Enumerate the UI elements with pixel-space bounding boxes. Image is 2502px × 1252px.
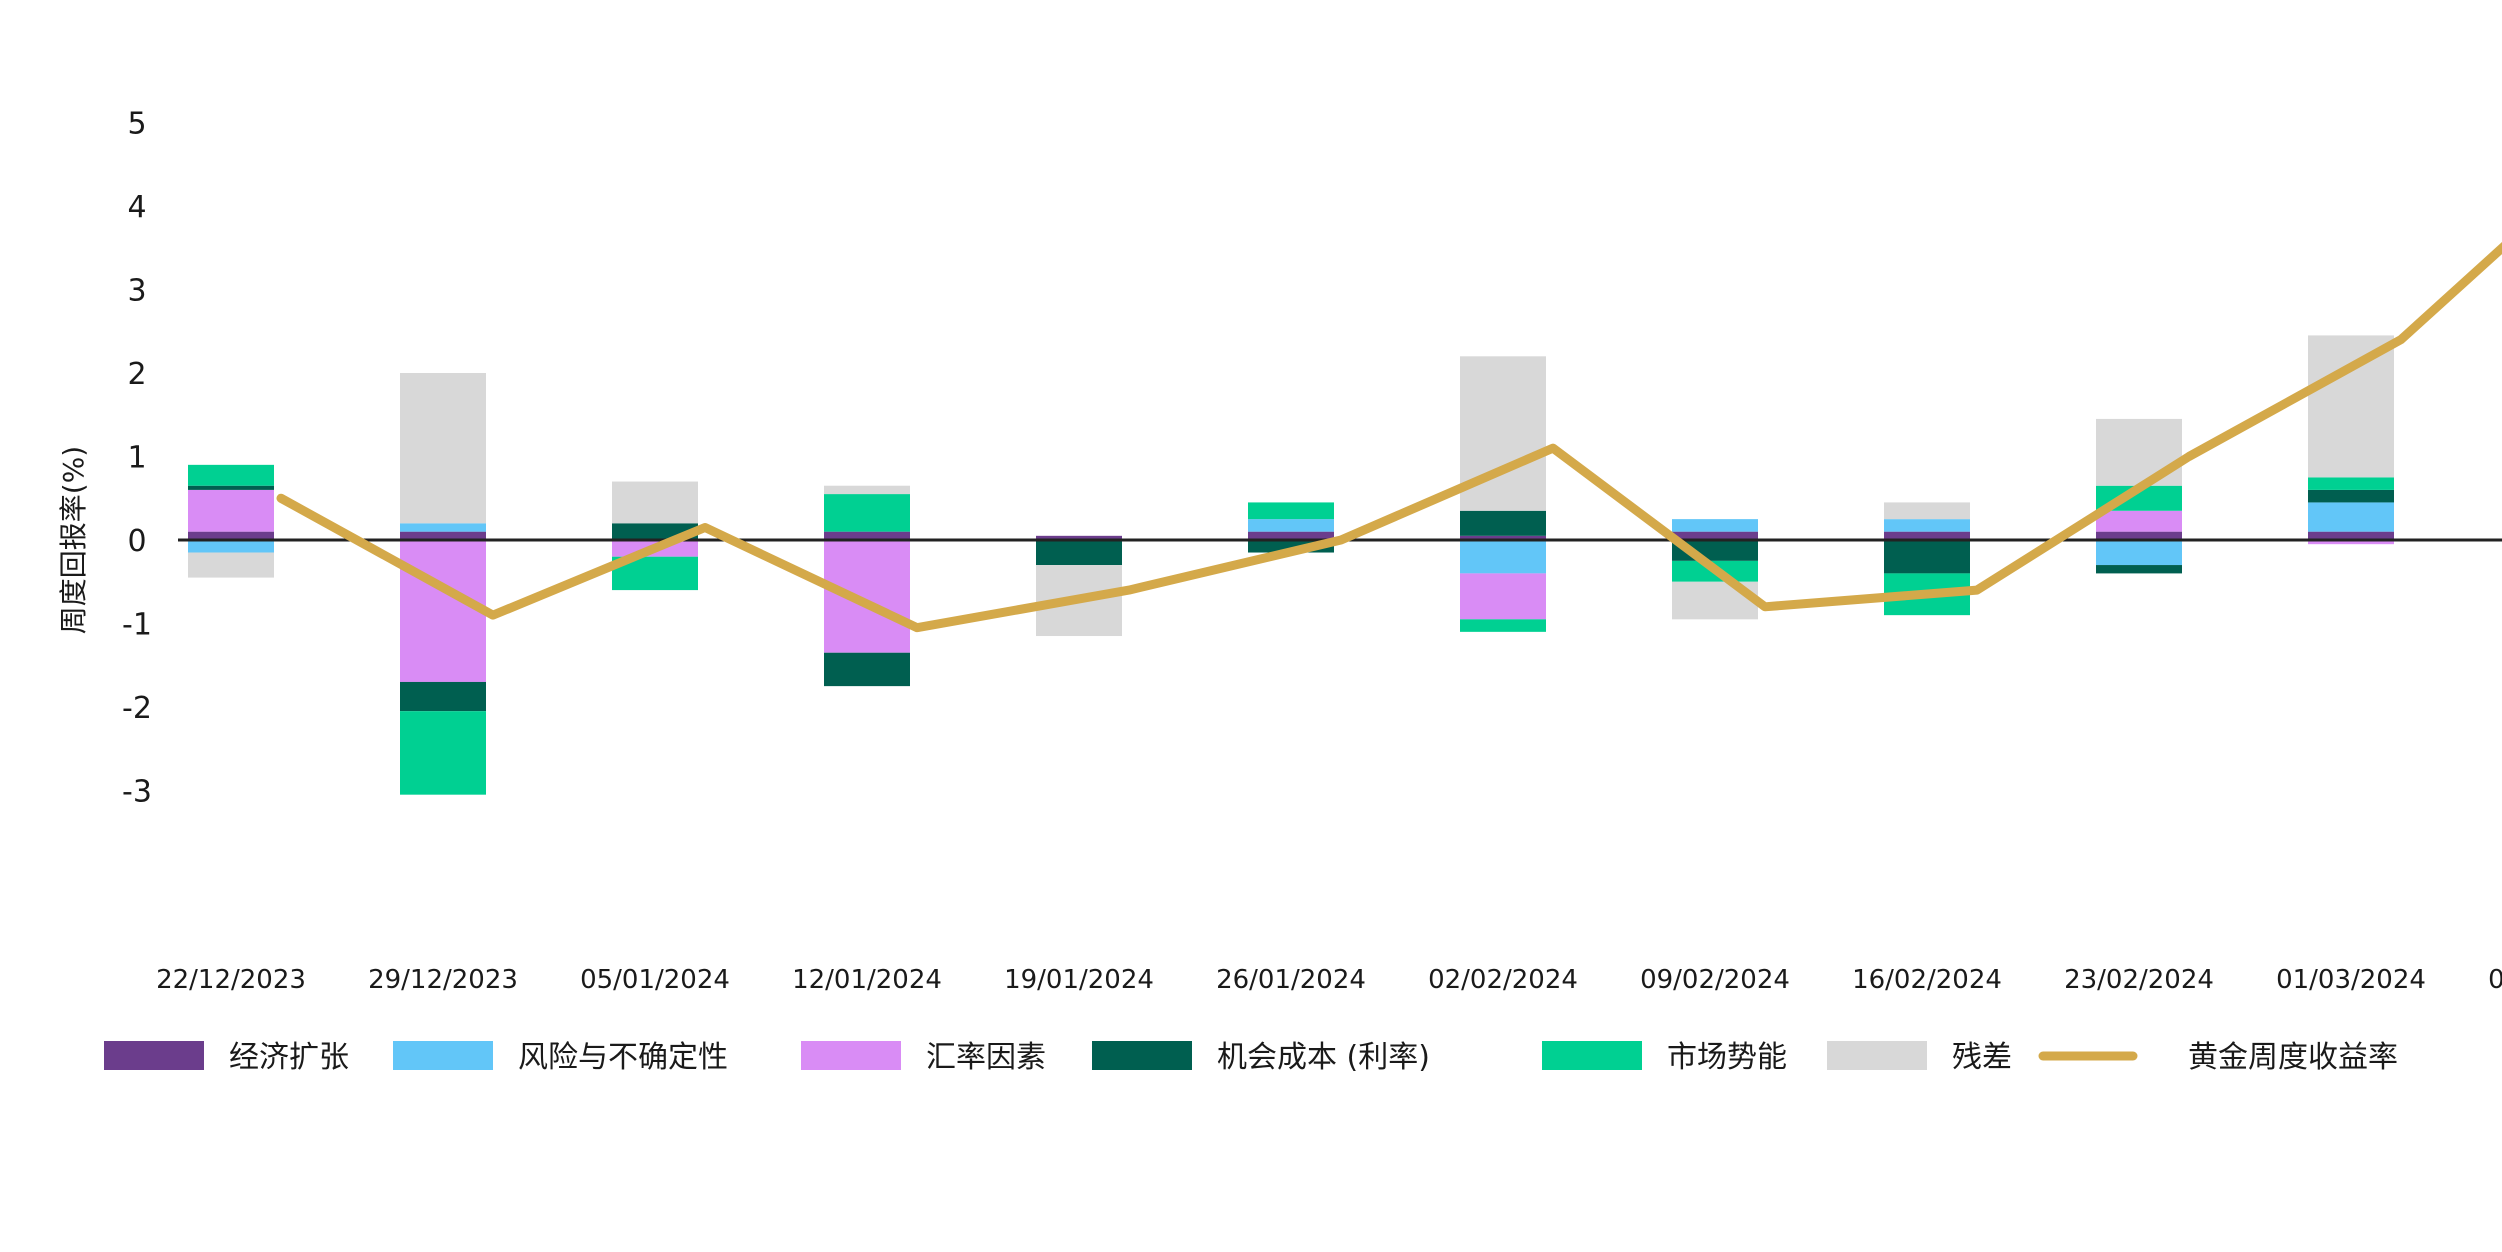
legend-swatch [1092, 1041, 1192, 1070]
bar-segment [824, 540, 910, 653]
bar-segment [1248, 519, 1334, 532]
stacked-bars [188, 335, 2394, 795]
x-tick-label: 22/12/2023 [156, 965, 306, 995]
legend-label: 汇率因素 [926, 1040, 1046, 1075]
legend-swatch [1542, 1041, 1642, 1070]
bar-segment [188, 485, 274, 490]
bar-segment [2096, 510, 2182, 532]
bar-segment [1672, 531, 1758, 540]
bar-stack [1460, 356, 1546, 632]
bar-segment [824, 652, 910, 687]
y-tick-label: 1 [127, 441, 146, 476]
y-tick-label: -3 [122, 775, 152, 810]
bar-segment [400, 531, 486, 540]
bar-segment [2096, 540, 2182, 566]
bar-segment [400, 540, 486, 682]
bar-segment [1460, 573, 1546, 620]
bar-segment [1460, 535, 1546, 540]
bar-stack [188, 464, 274, 578]
bar-segment [612, 481, 698, 524]
legend-label: 黄金周度收益率 [2188, 1040, 2398, 1075]
bar-segment [400, 711, 486, 795]
gold-weekly-return-line [276, 242, 2502, 633]
bar-segment [1036, 540, 1122, 566]
legend-swatch [104, 1041, 204, 1070]
bar-segment [1248, 502, 1334, 520]
bar-segment [2308, 540, 2394, 545]
bar-segment [1884, 531, 1970, 540]
bar-segment [2308, 477, 2394, 490]
bar-segment [824, 494, 910, 532]
line-series-path [276, 242, 2502, 633]
x-tick-label: 02/02/2024 [1428, 965, 1578, 995]
x-tick-label: 23/02/2024 [2064, 965, 2214, 995]
x-tick-label: 09/02/2024 [1640, 965, 1790, 995]
y-tick-label: 4 [127, 190, 146, 225]
bar-segment [824, 531, 910, 540]
legend-label: 机会成本 (利率) [1217, 1040, 1430, 1075]
legend-label: 市场势能 [1667, 1040, 1787, 1075]
bar-stack [2308, 335, 2394, 545]
bar-segment [1884, 502, 1970, 520]
bar-segment [188, 552, 274, 578]
bar-segment [400, 523, 486, 532]
y-tick-label: 3 [127, 274, 146, 309]
x-tick-label: 26/01/2024 [1216, 965, 1366, 995]
legend: 经济扩张 风险与不确定性 汇率因素 机会成本 (利率) 市场势能 残差 黄金周度收益率 [104, 1040, 2398, 1075]
bar-segment [400, 373, 486, 524]
bar-segment [1460, 619, 1546, 632]
legend-label: 残差 [1952, 1040, 2012, 1075]
x-tick-label: 19/01/2024 [1004, 965, 1154, 995]
y-tick-label: 5 [127, 107, 146, 142]
bar-segment [1672, 519, 1758, 532]
legend-swatch [801, 1041, 901, 1070]
bar-segment [2308, 531, 2394, 540]
bar-segment [1884, 519, 1970, 532]
x-tick-label: 16/02/2024 [1852, 965, 2002, 995]
legend-label: 经济扩张 [229, 1040, 349, 1075]
bar-segment [1460, 540, 1546, 574]
x-tick-label: 08/03/2024 [2488, 965, 2502, 995]
bar-stack [2096, 418, 2182, 574]
x-tick-label: 29/12/2023 [368, 965, 518, 995]
bar-segment [1036, 535, 1122, 540]
legend-label: 风险与不确定性 [518, 1040, 728, 1075]
bar-segment [2096, 531, 2182, 540]
bar-segment [400, 681, 486, 712]
y-tick-label: -1 [122, 608, 152, 643]
legend-swatch [1827, 1041, 1927, 1070]
bar-segment [188, 540, 274, 553]
x-tick-label: 12/01/2024 [792, 965, 942, 995]
x-axis-category-labels: 22/12/2023 29/12/2023 05/01/2024 12/01/2024… [156, 965, 2502, 995]
y-axis-title: 周度回报率(%) [57, 446, 90, 634]
bar-stack [824, 485, 910, 687]
bar-segment [2308, 335, 2394, 478]
bar-segment [1884, 540, 1970, 574]
bar-segment [1248, 531, 1334, 540]
x-tick-label: 05/01/2024 [580, 965, 730, 995]
bar-segment [2308, 489, 2394, 503]
bar-segment [2096, 565, 2182, 574]
y-tick-label: 0 [127, 524, 146, 559]
y-tick-label: 2 [127, 357, 146, 392]
bar-segment [188, 489, 274, 532]
bar-segment [1460, 510, 1546, 536]
bar-stack [400, 373, 486, 795]
y-tick-label: -2 [122, 691, 152, 726]
bar-segment [188, 531, 274, 540]
bar-stack [1036, 535, 1122, 637]
bar-segment [2096, 418, 2182, 486]
bar-segment [188, 464, 274, 486]
bar-segment [2308, 502, 2394, 532]
x-tick-label: 01/03/2024 [2276, 965, 2426, 995]
legend-swatch [393, 1041, 493, 1070]
bar-stack [1672, 519, 1758, 620]
y-axis-ticks: 5 4 3 2 1 0 -1 -2 -3 [122, 107, 152, 810]
bar-segment [824, 485, 910, 495]
